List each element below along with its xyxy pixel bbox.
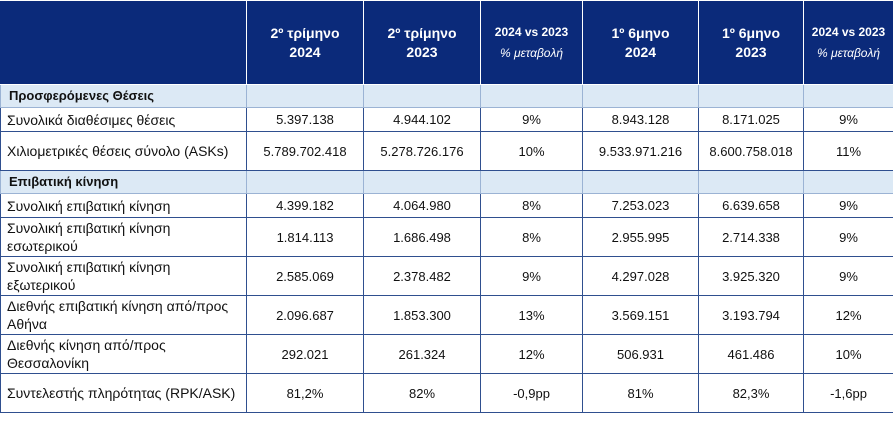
value-cell: 8% <box>480 193 583 218</box>
value-cell: 8% <box>480 217 583 257</box>
section-empty-cell <box>246 170 364 194</box>
table-row: Χιλιομετρικές θέσεις σύνολο (ASKs) 5.789… <box>0 131 893 171</box>
value-cell: 3.569.151 <box>582 295 699 335</box>
value-cell: 7.253.023 <box>582 193 699 218</box>
header-row: 2º τρίμηνο 2024 2º τρίμηνο 2023 2024 vs … <box>0 0 893 85</box>
value-cell: -0,9pp <box>480 373 583 413</box>
value-cell: -1,6pp <box>803 373 893 413</box>
value-cell: 8.171.025 <box>698 107 804 132</box>
value-cell: 13% <box>480 295 583 335</box>
value-cell: 4.297.028 <box>582 256 699 296</box>
value-cell: 3.925.320 <box>698 256 804 296</box>
section-title: Προσφερόμενες Θέσεις <box>0 84 247 108</box>
value-cell: 9% <box>803 193 893 218</box>
value-cell: 10% <box>803 334 893 374</box>
table-row: Συνολική επιβατική κίνηση εξωτερικού 2.5… <box>0 256 893 296</box>
traffic-statistics-table: 2º τρίμηνο 2024 2º τρίμηνο 2023 2024 vs … <box>0 0 893 413</box>
value-cell: 1.686.498 <box>363 217 481 257</box>
section-empty-cell <box>582 84 699 108</box>
section-empty-cell <box>582 170 699 194</box>
row-label: Συνολική επιβατική κίνηση εσωτερικού <box>0 217 247 257</box>
section-empty-cell <box>803 170 893 194</box>
header-q2-2023: 2º τρίμηνο 2023 <box>363 0 481 85</box>
value-cell: 1.853.300 <box>363 295 481 335</box>
value-cell: 81,2% <box>246 373 364 413</box>
value-cell: 9% <box>803 107 893 132</box>
value-cell: 2.714.338 <box>698 217 804 257</box>
row-label: Διεθνής κίνηση από/προς Θεσσαλονίκη <box>0 334 247 374</box>
section-empty-cell <box>803 84 893 108</box>
table-row: Διεθνής κίνηση από/προς Θεσσαλονίκη 292.… <box>0 334 893 374</box>
section-empty-cell <box>363 84 481 108</box>
value-cell: 6.639.658 <box>698 193 804 218</box>
row-label: Συνολική επιβατική κίνηση <box>0 193 247 218</box>
table-row: Διεθνής επιβατική κίνηση από/προς Αθήνα … <box>0 295 893 335</box>
value-cell: 9.533.971.216 <box>582 131 699 171</box>
value-cell: 8.943.128 <box>582 107 699 132</box>
value-cell: 9% <box>803 217 893 257</box>
section-empty-cell <box>246 84 364 108</box>
header-h1-2023: 1º 6μηνο 2023 <box>698 0 804 85</box>
value-cell: 2.096.687 <box>246 295 364 335</box>
value-cell: 292.021 <box>246 334 364 374</box>
row-label: Συνολική επιβατική κίνηση εξωτερικού <box>0 256 247 296</box>
header-q2-2024: 2º τρίμηνο 2024 <box>246 0 364 85</box>
value-cell: 1.814.113 <box>246 217 364 257</box>
section-empty-cell <box>480 170 583 194</box>
table-row: Συνολικά διαθέσιμες θέσεις 5.397.138 4.9… <box>0 107 893 132</box>
value-cell: 12% <box>803 295 893 335</box>
value-cell: 261.324 <box>363 334 481 374</box>
row-label: Χιλιομετρικές θέσεις σύνολο (ASKs) <box>0 131 247 171</box>
header-blank-cell <box>0 0 247 85</box>
row-label: Συνολικά διαθέσιμες θέσεις <box>0 107 247 132</box>
table-row: Συντελεστής πληρότητας (RPK/ASK) 81,2% 8… <box>0 373 893 413</box>
value-cell: 9% <box>803 256 893 296</box>
value-cell: 5.789.702.418 <box>246 131 364 171</box>
section-empty-cell <box>698 170 804 194</box>
section-empty-cell <box>698 84 804 108</box>
value-cell: 12% <box>480 334 583 374</box>
value-cell: 5.397.138 <box>246 107 364 132</box>
section-row-passenger-traffic: Επιβατική κίνηση <box>0 170 893 194</box>
value-cell: 3.193.794 <box>698 295 804 335</box>
table-row: Συνολική επιβατική κίνηση 4.399.182 4.06… <box>0 193 893 218</box>
value-cell: 2.955.995 <box>582 217 699 257</box>
section-row-offered-seats: Προσφερόμενες Θέσεις <box>0 84 893 108</box>
value-cell: 2.585.069 <box>246 256 364 296</box>
header-half-change: 2024 vs 2023 % μεταβολή <box>803 0 893 85</box>
value-cell: 5.278.726.176 <box>363 131 481 171</box>
value-cell: 9% <box>480 256 583 296</box>
header-h1-2024: 1º 6μηνο 2024 <box>582 0 699 85</box>
value-cell: 9% <box>480 107 583 132</box>
value-cell: 4.064.980 <box>363 193 481 218</box>
value-cell: 10% <box>480 131 583 171</box>
header-quarter-change: 2024 vs 2023 % μεταβολή <box>480 0 583 85</box>
value-cell: 4.944.102 <box>363 107 481 132</box>
value-cell: 2.378.482 <box>363 256 481 296</box>
section-empty-cell <box>480 84 583 108</box>
section-empty-cell <box>363 170 481 194</box>
row-label: Συντελεστής πληρότητας (RPK/ASK) <box>0 373 247 413</box>
value-cell: 8.600.758.018 <box>698 131 804 171</box>
value-cell: 82% <box>363 373 481 413</box>
value-cell: 4.399.182 <box>246 193 364 218</box>
table-row: Συνολική επιβατική κίνηση εσωτερικού 1.8… <box>0 217 893 257</box>
value-cell: 82,3% <box>698 373 804 413</box>
section-title: Επιβατική κίνηση <box>0 170 247 194</box>
value-cell: 506.931 <box>582 334 699 374</box>
value-cell: 81% <box>582 373 699 413</box>
row-label: Διεθνής επιβατική κίνηση από/προς Αθήνα <box>0 295 247 335</box>
value-cell: 461.486 <box>698 334 804 374</box>
value-cell: 11% <box>803 131 893 171</box>
